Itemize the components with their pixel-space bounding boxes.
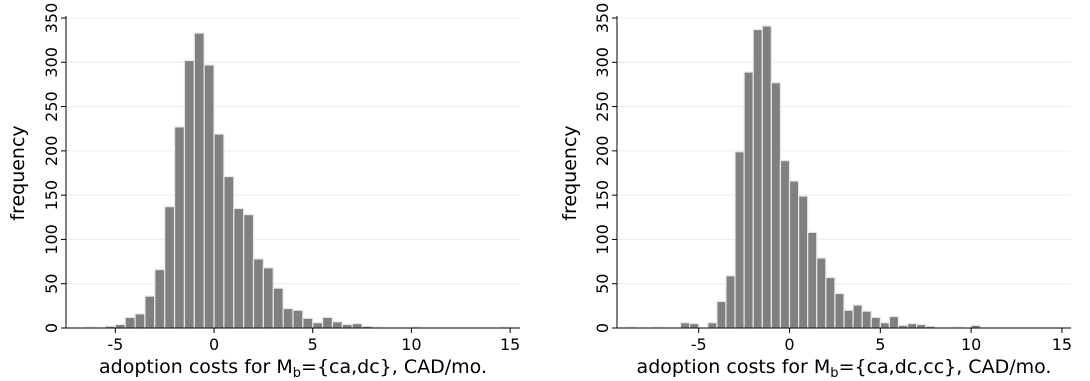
histogram-bar xyxy=(843,309,854,329)
histogram-bar xyxy=(154,268,166,329)
y-tick-label: 150 xyxy=(42,180,61,211)
y-tick-label: 250 xyxy=(42,91,61,122)
y-tick-label: 0 xyxy=(593,323,612,333)
x-axis-label-subscript: b xyxy=(293,366,301,381)
histogram-bar xyxy=(743,71,754,329)
histogram-bar xyxy=(331,321,343,329)
x-tick-label: 15 xyxy=(500,335,520,354)
histogram-bar xyxy=(761,25,772,329)
histogram-bar xyxy=(351,322,363,329)
chart-2: 0 50 100 150 200 250 300 350 -5 0 5 10 15 frequency ad… xyxy=(559,3,1072,381)
histogram-bar xyxy=(134,313,146,329)
histogram-bar xyxy=(779,160,791,329)
x-axis-label-suffix: ={ca,dc,cc}, CAD/mo. xyxy=(839,356,1052,378)
histogram-bar xyxy=(243,214,255,329)
histogram-bar xyxy=(341,323,353,329)
y-tick-label: 200 xyxy=(593,136,612,167)
y-tick-label: 300 xyxy=(42,47,61,78)
histogram-bar xyxy=(834,292,845,329)
x-tick-label: 0 xyxy=(209,335,219,354)
histogram-bar xyxy=(788,180,800,329)
y-tick-label: 200 xyxy=(42,136,61,167)
histogram-bar xyxy=(888,315,900,329)
histogram-bar xyxy=(752,28,763,329)
x-axis-label-subscript: b xyxy=(830,366,838,381)
y-tick-label: 350 xyxy=(42,3,61,34)
y-tick-label: 300 xyxy=(593,47,612,78)
y-tick-label: 350 xyxy=(593,3,612,34)
x-axis-label-suffix: ={ca,dc}, CAD/mo. xyxy=(301,356,487,378)
histogram-bar xyxy=(906,322,918,329)
y-axis-label: frequency xyxy=(7,125,29,220)
y-tick-label: 50 xyxy=(42,274,61,294)
histogram-bar xyxy=(797,195,809,329)
histogram-bar xyxy=(252,258,264,329)
histogram-bar xyxy=(164,206,176,329)
histogram-bar xyxy=(262,267,274,329)
histogram-bar xyxy=(770,82,782,329)
x-tick-label: 0 xyxy=(784,335,794,354)
histogram-bar xyxy=(144,295,156,329)
histogram-bar xyxy=(193,32,205,329)
y-tick-label: 250 xyxy=(593,91,612,122)
y-axis-label: frequency xyxy=(559,125,581,220)
histogram-bar xyxy=(734,151,745,329)
y-tick-label: 0 xyxy=(42,323,61,333)
x-tick-label: 15 xyxy=(1052,335,1072,354)
histogram-bar xyxy=(816,257,827,329)
histogram-bar xyxy=(689,322,700,329)
chart-1: 0 50 100 150 200 250 300 350 -5 0 5 10 15 frequency ad… xyxy=(7,3,520,381)
histogram-bar xyxy=(233,207,245,329)
histogram-bar xyxy=(322,316,334,329)
histogram-bar xyxy=(302,317,314,329)
x-tick-label: 10 xyxy=(961,335,981,354)
x-axis-label-prefix: adoption costs for M xyxy=(99,356,293,378)
y-tick-label: 100 xyxy=(593,224,612,255)
x-tick-label: 10 xyxy=(401,335,421,354)
x-tick-label: -5 xyxy=(107,335,123,354)
histogram-bar xyxy=(870,316,881,329)
histogram-bar xyxy=(282,307,294,329)
histogram-bar xyxy=(292,309,304,329)
x-tick-label: 5 xyxy=(875,335,885,354)
histogram-bar xyxy=(916,323,927,329)
y-tick-label: 100 xyxy=(42,224,61,255)
x-tick-label: 5 xyxy=(308,335,318,354)
histogram-bar xyxy=(707,322,718,329)
histogram-bar xyxy=(223,175,235,329)
histogram-bar xyxy=(825,276,836,329)
x-axis-label: adoption costs for Mb={ca,dc}, CAD/mo. xyxy=(99,356,487,381)
histogram-bar xyxy=(852,304,863,329)
histogram-bar xyxy=(879,322,891,329)
x-axis-label-prefix: adoption costs for M xyxy=(637,356,831,378)
histogram-bar xyxy=(203,64,215,329)
histogram-bar xyxy=(679,322,691,329)
histogram-bar xyxy=(312,322,324,329)
histogram-bar xyxy=(213,133,225,329)
y-tick-label: 150 xyxy=(593,180,612,211)
histogram-bar xyxy=(173,126,186,329)
y-tick-label: 50 xyxy=(593,274,612,294)
histogram-bar xyxy=(183,59,195,329)
histogram-bar xyxy=(272,287,284,329)
x-axis-label: adoption costs for Mb={ca,dc,cc}, CAD/mo… xyxy=(637,356,1052,381)
histogram-bar xyxy=(861,310,872,329)
histogram-bar xyxy=(725,275,736,329)
histogram-bar xyxy=(124,316,136,329)
histogram-bar xyxy=(807,231,818,329)
histogram-bar xyxy=(114,323,126,329)
x-tick-label: -5 xyxy=(691,335,707,354)
histogram-bar xyxy=(716,300,727,329)
